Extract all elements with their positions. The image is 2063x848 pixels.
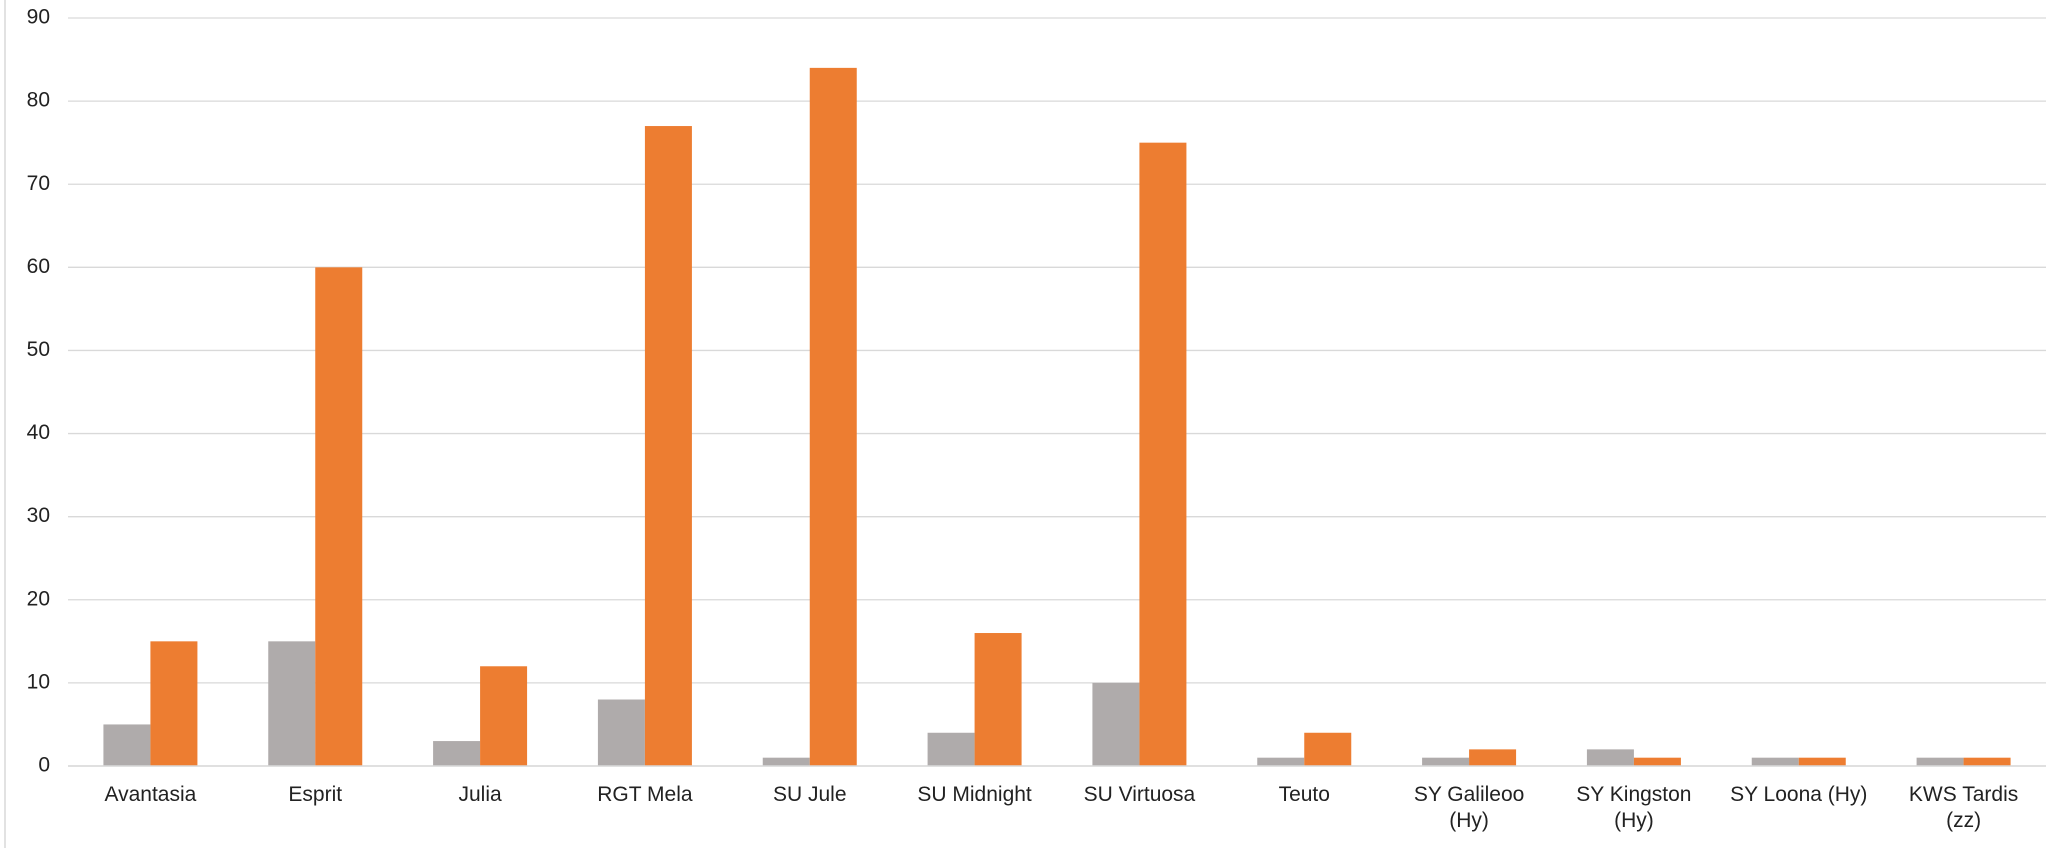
bar — [1139, 142, 1187, 766]
bar — [1092, 682, 1140, 766]
x-tick-label: SY Loona (Hy) — [1730, 783, 1868, 806]
bar — [927, 732, 975, 766]
y-tick-label: 20 — [27, 587, 50, 610]
x-tick-label: SY Kingston (Hy) — [1576, 783, 1692, 832]
bar — [762, 757, 810, 766]
bar — [1469, 749, 1517, 766]
bar — [597, 699, 645, 766]
bar — [1633, 757, 1681, 766]
y-tick-label: 0 — [38, 754, 50, 777]
x-tick-label: SU Midnight — [917, 783, 1032, 806]
bar — [315, 267, 363, 766]
bar — [1257, 757, 1305, 766]
bar — [1916, 757, 1964, 766]
x-tick-label: SU Jule — [772, 783, 847, 806]
y-tick-label: 60 — [27, 255, 50, 278]
bar — [1304, 732, 1352, 766]
y-tick-label: 50 — [27, 338, 50, 361]
bar — [433, 741, 481, 766]
y-tick-label: 40 — [27, 421, 50, 444]
bar — [480, 666, 528, 766]
bar — [268, 641, 316, 766]
bar — [644, 126, 692, 767]
x-tick-label: RGT Mela — [597, 783, 693, 806]
y-tick-label: 10 — [27, 670, 50, 693]
bar — [1963, 757, 2011, 766]
y-tick-label: 90 — [27, 6, 50, 29]
bar — [1751, 757, 1799, 766]
y-tick-label: 80 — [27, 89, 50, 112]
x-tick-label: Avantasia — [104, 783, 197, 806]
bar — [974, 633, 1022, 766]
x-tick-label: SU Virtuosa — [1083, 783, 1196, 806]
y-tick-label: 30 — [27, 504, 50, 527]
x-tick-label: Esprit — [288, 783, 343, 806]
x-tick-label: SY Galileoo (Hy) — [1413, 783, 1525, 832]
bar — [809, 67, 857, 766]
y-tick-label: 70 — [27, 172, 50, 195]
bar — [103, 724, 151, 766]
x-tick-label: KWS Tardis (zz) — [1908, 783, 2019, 832]
bar — [1798, 757, 1846, 766]
bar — [150, 641, 198, 766]
x-tick-label: Teuto — [1278, 783, 1330, 806]
bar — [1586, 749, 1634, 766]
bar — [1422, 757, 1470, 766]
x-tick-label: Julia — [458, 783, 502, 806]
